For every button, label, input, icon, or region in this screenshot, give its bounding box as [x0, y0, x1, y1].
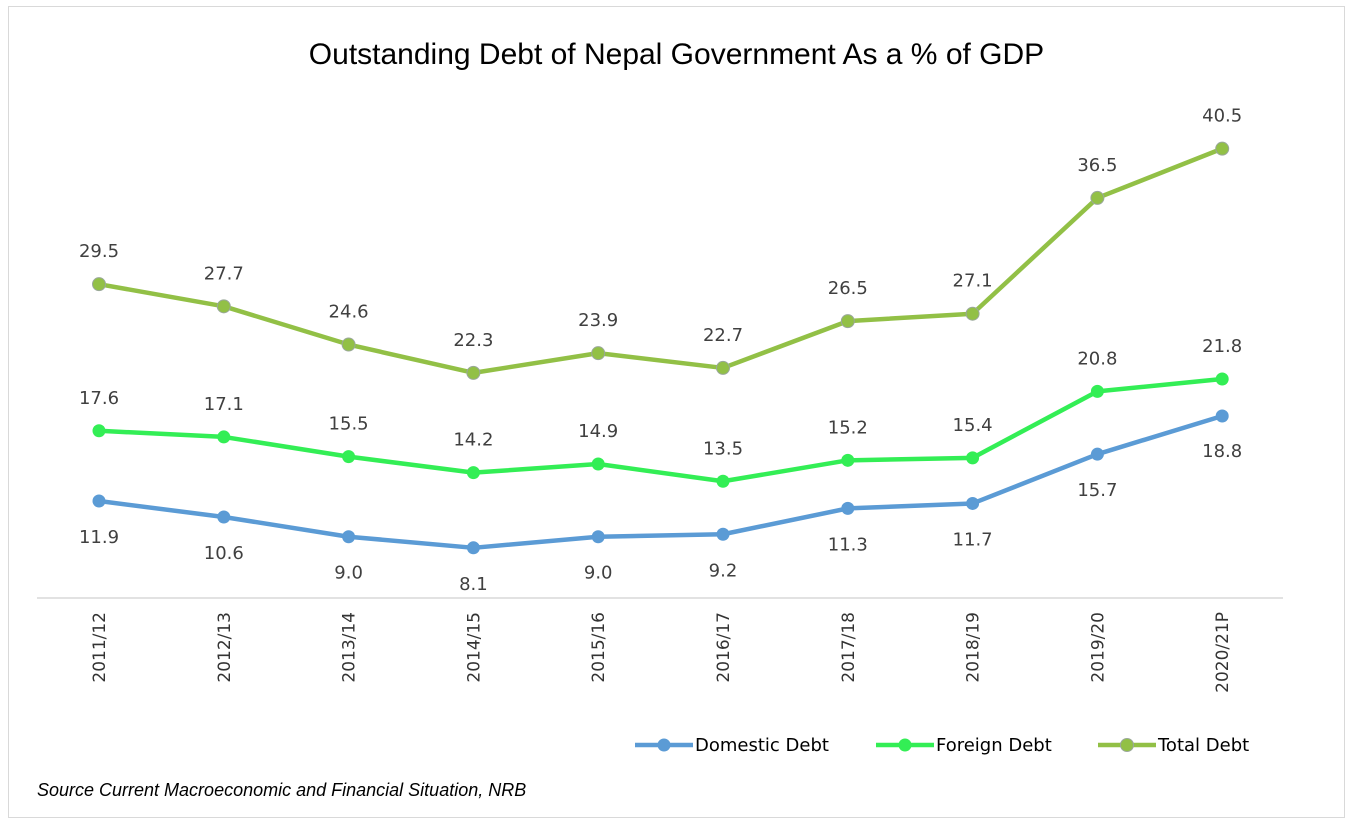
domestic-debt-point — [591, 530, 605, 544]
domestic-debt-point — [1215, 409, 1229, 423]
domestic-debt-point — [841, 501, 855, 515]
total-debt-data-label: 22.3 — [453, 330, 493, 351]
source-note: Source Current Macroeconomic and Financi… — [37, 780, 527, 800]
total-debt-point — [840, 314, 855, 329]
total-debt-data-label: 22.7 — [703, 325, 743, 346]
total-debt-point — [716, 360, 730, 375]
total-debt-point — [341, 337, 356, 352]
total-debt-legend-marker — [1120, 738, 1134, 752]
chart-frame — [8, 6, 1345, 818]
domestic-debt-point — [966, 496, 980, 510]
data-labels: 11.9 10.6 9.0 8.1 9.0 9.2 11.3 11.7 15.7 18.8 17.6… — [79, 106, 1242, 595]
foreign-debt-point — [591, 457, 605, 471]
total-debt-data-label: 36.5 — [1077, 155, 1117, 176]
foreign-debt-point — [841, 453, 855, 467]
foreign-debt-data-label: 14.9 — [578, 421, 618, 442]
foreign-debt-line — [96, 376, 1225, 484]
x-tick-label: 2011/12 — [90, 612, 110, 683]
foreign-debt-data-label: 15.4 — [953, 415, 993, 436]
total-debt-data-label: 27.1 — [953, 271, 993, 292]
domestic-debt-legend-label: Domestic Debt — [695, 735, 829, 756]
total-debt-point — [1090, 190, 1105, 205]
x-tick-label: 2016/17 — [714, 612, 734, 683]
x-tick-label: 2013/14 — [340, 612, 360, 683]
foreign-debt-legend-label: Foreign Debt — [936, 735, 1052, 756]
domestic-debt-line — [96, 413, 1225, 551]
total-debt-point — [216, 299, 231, 314]
x-tick-label: 2019/20 — [1088, 612, 1108, 683]
foreign-debt-point — [92, 424, 106, 438]
total-debt-data-label: 29.5 — [79, 241, 119, 262]
domestic-debt-data-label: 10.6 — [204, 543, 244, 564]
total-debt-data-label: 24.6 — [329, 302, 369, 323]
domestic-debt-point — [342, 530, 356, 544]
domestic-debt-data-label: 8.1 — [459, 574, 488, 595]
foreign-debt-point — [217, 430, 231, 444]
total-debt-line — [96, 146, 1225, 376]
foreign-debt-point — [466, 466, 480, 480]
foreign-debt-data-label: 14.2 — [453, 430, 493, 451]
foreign-debt-data-label: 13.5 — [703, 438, 743, 459]
total-debt-point — [965, 306, 980, 321]
foreign-debt-data-label: 15.5 — [329, 414, 369, 435]
total-debt-data-label: 27.7 — [204, 263, 244, 284]
chart-title: Outstanding Debt of Nepal Government As … — [308, 38, 1045, 71]
domestic-debt-data-label: 11.9 — [79, 527, 119, 548]
total-debt-legend-label: Total Debt — [1157, 735, 1249, 756]
domestic-debt-point — [716, 527, 730, 541]
foreign-debt-point — [966, 451, 980, 465]
foreign-debt-point — [342, 450, 356, 464]
total-debt-point — [1215, 141, 1230, 156]
domestic-debt-legend-marker — [657, 738, 671, 752]
domestic-debt-point — [466, 541, 480, 555]
domestic-debt-data-label: 9.0 — [584, 563, 613, 584]
foreign-debt-data-label: 21.8 — [1202, 336, 1242, 357]
foreign-debt-data-label: 15.2 — [828, 417, 868, 438]
total-debt-point — [466, 365, 481, 380]
total-debt-data-label: 23.9 — [578, 310, 618, 331]
total-debt-point — [591, 346, 606, 361]
domestic-debt-point — [217, 510, 231, 524]
domestic-debt-data-label: 9.2 — [709, 560, 738, 581]
x-tick-label: 2018/19 — [964, 612, 984, 683]
legend: Domestic Debt Foreign Debt Total Debt — [635, 735, 1249, 756]
domestic-debt-data-label: 11.3 — [828, 534, 868, 555]
foreign-debt-data-label: 17.1 — [204, 394, 244, 415]
x-tick-labels: 2011/12 2012/13 2013/14 2014/15 2015/16 2016/… — [90, 612, 1233, 693]
foreign-debt-point — [716, 474, 730, 488]
domestic-debt-data-label: 9.0 — [334, 563, 363, 584]
x-tick-label: 2012/13 — [215, 612, 235, 683]
x-tick-label: 2020/21P — [1213, 612, 1233, 693]
x-tick-label: 2017/18 — [839, 612, 859, 683]
series-points — [92, 141, 1230, 555]
domestic-debt-data-label: 15.7 — [1077, 480, 1117, 501]
foreign-debt-data-label: 17.6 — [79, 388, 119, 409]
domestic-debt-data-label: 18.8 — [1202, 441, 1242, 462]
total-debt-data-label: 40.5 — [1202, 106, 1242, 127]
x-tick-label: 2014/15 — [464, 612, 484, 683]
domestic-debt-point — [92, 494, 106, 508]
domestic-debt-point — [1090, 447, 1104, 461]
series-lines — [96, 146, 1225, 551]
total-debt-data-label: 26.5 — [828, 278, 868, 299]
foreign-debt-data-label: 20.8 — [1077, 348, 1117, 369]
foreign-debt-point — [1090, 384, 1104, 398]
foreign-debt-point — [1215, 372, 1229, 386]
foreign-debt-legend-marker — [898, 738, 912, 752]
domestic-debt-data-label: 11.7 — [953, 529, 993, 550]
x-tick-label: 2015/16 — [589, 612, 609, 683]
total-debt-point — [92, 277, 106, 292]
